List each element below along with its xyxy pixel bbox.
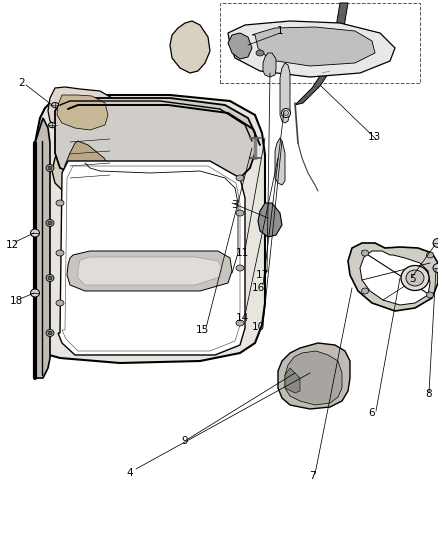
Text: 1: 1 xyxy=(277,26,283,36)
Ellipse shape xyxy=(406,270,424,286)
Polygon shape xyxy=(278,343,350,409)
Polygon shape xyxy=(252,27,375,66)
Polygon shape xyxy=(228,33,252,59)
Text: 13: 13 xyxy=(367,132,381,142)
Text: 17: 17 xyxy=(255,270,268,280)
Ellipse shape xyxy=(236,320,244,326)
Text: 9: 9 xyxy=(182,436,188,446)
Ellipse shape xyxy=(56,300,64,306)
Polygon shape xyxy=(280,63,290,123)
Text: 6: 6 xyxy=(369,408,375,418)
Polygon shape xyxy=(35,95,265,378)
Ellipse shape xyxy=(46,220,54,227)
Ellipse shape xyxy=(236,175,244,181)
Ellipse shape xyxy=(433,263,438,272)
Polygon shape xyxy=(64,141,116,199)
Polygon shape xyxy=(48,87,115,135)
Ellipse shape xyxy=(52,102,59,108)
Ellipse shape xyxy=(236,265,244,271)
Polygon shape xyxy=(360,251,430,305)
Ellipse shape xyxy=(56,250,64,256)
Text: 5: 5 xyxy=(409,274,415,284)
Text: 10: 10 xyxy=(251,322,265,332)
Text: 7: 7 xyxy=(309,471,315,481)
Polygon shape xyxy=(58,161,245,355)
Ellipse shape xyxy=(46,329,54,336)
Ellipse shape xyxy=(236,210,244,216)
Polygon shape xyxy=(78,257,222,285)
Ellipse shape xyxy=(56,200,64,206)
Text: 14: 14 xyxy=(235,313,249,323)
Text: 3: 3 xyxy=(231,200,237,210)
Polygon shape xyxy=(258,203,282,237)
Polygon shape xyxy=(228,21,395,77)
Ellipse shape xyxy=(46,165,54,172)
Ellipse shape xyxy=(361,288,368,294)
Polygon shape xyxy=(66,199,105,247)
Text: 15: 15 xyxy=(195,325,208,335)
Ellipse shape xyxy=(49,123,56,127)
Ellipse shape xyxy=(48,331,52,335)
Polygon shape xyxy=(170,21,210,73)
Ellipse shape xyxy=(427,252,434,258)
Text: 16: 16 xyxy=(251,283,265,293)
Ellipse shape xyxy=(283,110,289,116)
Polygon shape xyxy=(275,138,285,185)
Polygon shape xyxy=(285,368,300,393)
Polygon shape xyxy=(285,351,342,405)
Ellipse shape xyxy=(31,289,39,297)
Polygon shape xyxy=(295,3,348,105)
Ellipse shape xyxy=(48,221,52,225)
Ellipse shape xyxy=(31,229,39,237)
Polygon shape xyxy=(67,251,232,291)
Text: 18: 18 xyxy=(9,296,23,306)
Ellipse shape xyxy=(401,265,429,290)
Text: 2: 2 xyxy=(19,78,25,88)
Polygon shape xyxy=(348,243,438,311)
Polygon shape xyxy=(35,118,50,378)
Text: 11: 11 xyxy=(235,248,249,258)
Polygon shape xyxy=(55,98,255,183)
Text: 4: 4 xyxy=(127,468,133,478)
Ellipse shape xyxy=(48,276,52,280)
Ellipse shape xyxy=(46,274,54,281)
Ellipse shape xyxy=(427,292,434,298)
Polygon shape xyxy=(52,133,122,201)
Polygon shape xyxy=(263,53,276,77)
Text: 12: 12 xyxy=(5,240,19,250)
Ellipse shape xyxy=(282,109,290,117)
Ellipse shape xyxy=(361,250,368,256)
Polygon shape xyxy=(57,95,108,130)
Ellipse shape xyxy=(48,166,52,169)
Text: 8: 8 xyxy=(426,389,432,399)
Ellipse shape xyxy=(256,50,264,56)
Ellipse shape xyxy=(433,238,438,247)
